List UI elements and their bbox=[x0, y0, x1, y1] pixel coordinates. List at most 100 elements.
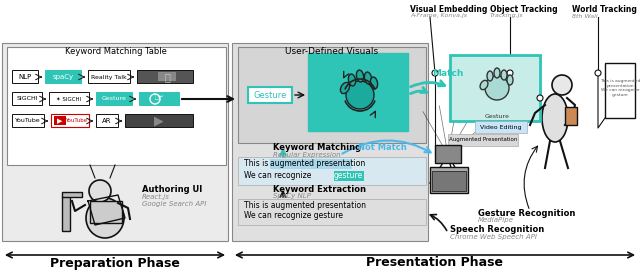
Text: This is augmented presentation: This is augmented presentation bbox=[244, 200, 366, 209]
Ellipse shape bbox=[348, 74, 356, 86]
Text: Gesture: Gesture bbox=[102, 96, 127, 102]
Text: Chrome Web Speech API: Chrome Web Speech API bbox=[450, 234, 537, 240]
Bar bbox=[62, 192, 82, 197]
Text: Speech Recognition: Speech Recognition bbox=[450, 225, 544, 235]
Bar bbox=[12, 114, 44, 127]
Ellipse shape bbox=[487, 71, 493, 81]
Text: Gesture: Gesture bbox=[484, 114, 509, 118]
Text: User-Defined Visuals: User-Defined Visuals bbox=[285, 46, 379, 55]
Bar bbox=[238, 157, 426, 185]
Bar bbox=[137, 70, 193, 83]
Bar bbox=[2, 43, 228, 241]
Bar bbox=[139, 92, 179, 105]
Ellipse shape bbox=[501, 70, 507, 80]
Ellipse shape bbox=[542, 94, 568, 142]
Text: YouTube: YouTube bbox=[65, 118, 87, 123]
Circle shape bbox=[595, 70, 601, 76]
Text: 👤: 👤 bbox=[164, 72, 170, 82]
Ellipse shape bbox=[507, 75, 513, 85]
Text: Match: Match bbox=[432, 69, 463, 78]
Text: Presentation Phase: Presentation Phase bbox=[367, 257, 504, 269]
Bar bbox=[12, 70, 38, 83]
Circle shape bbox=[507, 70, 513, 76]
Text: React.js: React.js bbox=[142, 194, 170, 200]
Text: SpaCy NLP: SpaCy NLP bbox=[273, 193, 311, 199]
Text: 8th Wall: 8th Wall bbox=[572, 13, 598, 19]
Bar bbox=[7, 47, 226, 165]
Bar bbox=[88, 70, 130, 83]
Bar bbox=[96, 114, 118, 127]
Circle shape bbox=[485, 76, 509, 100]
Text: Keyword Matching Table: Keyword Matching Table bbox=[65, 46, 167, 55]
Bar bbox=[248, 87, 292, 103]
Text: Authoring UI: Authoring UI bbox=[142, 185, 202, 194]
Text: Preparation Phase: Preparation Phase bbox=[50, 257, 180, 269]
Ellipse shape bbox=[364, 72, 372, 84]
Bar bbox=[158, 72, 176, 81]
Bar bbox=[49, 92, 89, 105]
Bar bbox=[565, 107, 577, 125]
Text: World Tracking: World Tracking bbox=[572, 5, 637, 14]
Text: Tracking.js: Tracking.js bbox=[490, 13, 524, 19]
Text: This is augmented
presentation
We can recognize
gesture: This is augmented presentation We can re… bbox=[600, 79, 640, 97]
Bar bbox=[54, 116, 66, 125]
Circle shape bbox=[346, 81, 374, 109]
Text: ▶: ▶ bbox=[154, 114, 164, 127]
Text: We can recognize gesture: We can recognize gesture bbox=[244, 212, 343, 221]
Bar bbox=[435, 145, 461, 163]
Text: YouTube: YouTube bbox=[15, 118, 41, 123]
Ellipse shape bbox=[86, 198, 124, 238]
Circle shape bbox=[432, 70, 438, 76]
Text: Gesture: Gesture bbox=[253, 91, 287, 99]
Ellipse shape bbox=[340, 82, 349, 94]
Circle shape bbox=[537, 95, 543, 101]
Bar bbox=[51, 114, 89, 127]
Bar bbox=[238, 199, 426, 225]
Text: SIGCHI: SIGCHI bbox=[16, 96, 38, 102]
Bar bbox=[450, 55, 540, 121]
Bar bbox=[475, 121, 527, 133]
Text: ✶ SIGCHI: ✶ SIGCHI bbox=[56, 96, 82, 102]
Text: Regular Expression: Regular Expression bbox=[273, 152, 340, 158]
Circle shape bbox=[552, 75, 572, 95]
Bar bbox=[45, 70, 81, 83]
Bar bbox=[125, 114, 193, 127]
Bar bbox=[448, 134, 518, 146]
Text: Not Match: Not Match bbox=[358, 144, 407, 153]
Bar bbox=[334, 171, 364, 181]
Text: This is: This is bbox=[244, 159, 271, 168]
Text: AR: AR bbox=[102, 118, 112, 124]
Bar bbox=[308, 53, 408, 131]
Text: Google Search API: Google Search API bbox=[142, 201, 207, 207]
Text: Keyword Matching: Keyword Matching bbox=[273, 144, 361, 153]
Text: We can recognize: We can recognize bbox=[244, 171, 314, 180]
Text: Visual Embedding: Visual Embedding bbox=[410, 5, 488, 14]
Bar bbox=[232, 43, 428, 241]
Circle shape bbox=[89, 180, 111, 202]
Bar bbox=[90, 201, 122, 223]
Ellipse shape bbox=[480, 80, 488, 90]
Text: MediaPipe: MediaPipe bbox=[478, 217, 514, 223]
Ellipse shape bbox=[371, 77, 378, 89]
Bar bbox=[430, 167, 468, 193]
Text: Video Editing: Video Editing bbox=[480, 124, 522, 129]
Bar bbox=[12, 92, 42, 105]
Bar bbox=[238, 47, 426, 143]
Text: Gesture Recognition: Gesture Recognition bbox=[478, 209, 575, 218]
Text: NLP: NLP bbox=[19, 74, 31, 80]
Ellipse shape bbox=[494, 68, 500, 78]
Bar bbox=[270, 159, 352, 169]
Text: Object Tracking: Object Tracking bbox=[490, 5, 557, 14]
Text: spaCy: spaCy bbox=[52, 74, 74, 80]
Text: gesture: gesture bbox=[334, 171, 364, 180]
Bar bbox=[605, 63, 635, 118]
Text: Reality Talk: Reality Talk bbox=[91, 75, 127, 79]
Bar bbox=[62, 196, 70, 231]
Text: augmented presentation: augmented presentation bbox=[270, 159, 365, 168]
Text: Augmented Presentation: Augmented Presentation bbox=[449, 138, 517, 143]
Text: ☞: ☞ bbox=[154, 93, 164, 103]
Text: ▶: ▶ bbox=[58, 118, 63, 124]
Bar bbox=[432, 171, 466, 191]
Text: A-Frame, Konva.js: A-Frame, Konva.js bbox=[410, 13, 467, 19]
Text: Keyword Extraction: Keyword Extraction bbox=[273, 185, 366, 194]
